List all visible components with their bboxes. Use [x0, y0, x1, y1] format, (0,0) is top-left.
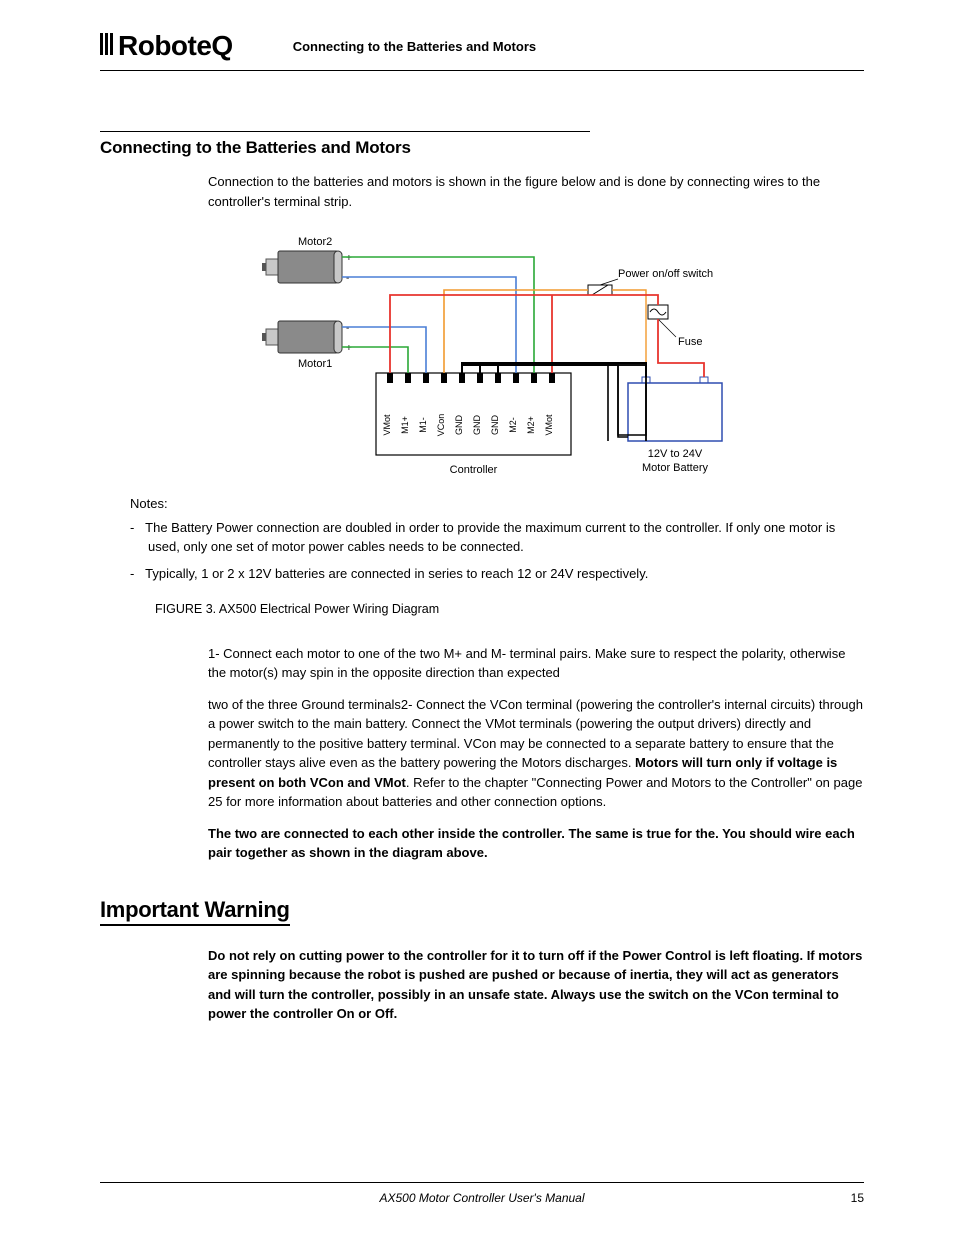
- page-footer: AX500 Motor Controller User's Manual 15: [100, 1182, 864, 1205]
- running-title: Connecting to the Batteries and Motors: [293, 39, 536, 54]
- note-item-2: - Typically, 1 or 2 x 12V batteries are …: [130, 565, 864, 584]
- footer-manual: AX500 Motor Controller User's Manual: [379, 1191, 584, 1205]
- svg-text:VMot: VMot: [544, 414, 554, 436]
- logo-text: RoboteQ: [118, 30, 233, 62]
- svg-text:GND: GND: [472, 415, 482, 436]
- svg-text:M2+: M2+: [526, 416, 536, 434]
- page-header: RoboteQ Connecting to the Batteries and …: [100, 30, 864, 71]
- body-p3: The two are connected to each other insi…: [208, 824, 864, 863]
- warning-text: Do not rely on cutting power to the cont…: [208, 946, 864, 1024]
- svg-text:VCon: VCon: [436, 414, 446, 437]
- logo: RoboteQ: [100, 30, 233, 62]
- svg-text:M2-: M2-: [508, 417, 518, 433]
- svg-text:Motor2: Motor2: [298, 236, 332, 248]
- svg-text:VMot: VMot: [382, 414, 392, 436]
- warning-heading: Important Warning: [100, 897, 290, 926]
- svg-text:12V to 24V: 12V to 24V: [648, 448, 703, 460]
- section-rule: [100, 131, 590, 132]
- svg-text:GND: GND: [490, 415, 500, 436]
- logo-bars-icon: [100, 30, 116, 62]
- notes-label: Notes:: [130, 496, 864, 511]
- svg-text:-: -: [346, 273, 349, 284]
- svg-text:+: +: [346, 253, 352, 264]
- svg-text:M1-: M1-: [418, 417, 428, 433]
- svg-text:GND: GND: [454, 415, 464, 436]
- svg-text:M1+: M1+: [400, 416, 410, 434]
- svg-text:Fuse: Fuse: [678, 336, 702, 348]
- svg-text:Controller: Controller: [450, 464, 498, 476]
- svg-text:Power on/off switch: Power on/off switch: [618, 268, 713, 280]
- body-p1: 1- Connect each motor to one of the two …: [208, 644, 864, 683]
- section-intro: Connection to the batteries and motors i…: [208, 172, 864, 211]
- wiring-diagram: Motor2 Motor1 + - - + Controller VMot M1+ M1- VCon…: [208, 223, 864, 486]
- body-p2: two of the three Ground terminals2- Conn…: [208, 695, 864, 812]
- svg-text:Motor1: Motor1: [298, 358, 332, 370]
- note-item-1: - The Battery Power connection are doubl…: [130, 519, 864, 557]
- footer-page-number: 15: [851, 1191, 864, 1205]
- figure-caption: FIGURE 3. AX500 Electrical Power Wiring …: [155, 602, 864, 616]
- svg-text:Motor Battery: Motor Battery: [642, 462, 709, 474]
- svg-text:-: -: [346, 323, 349, 334]
- section-heading: Connecting to the Batteries and Motors: [100, 138, 864, 158]
- svg-text:+: +: [346, 343, 352, 354]
